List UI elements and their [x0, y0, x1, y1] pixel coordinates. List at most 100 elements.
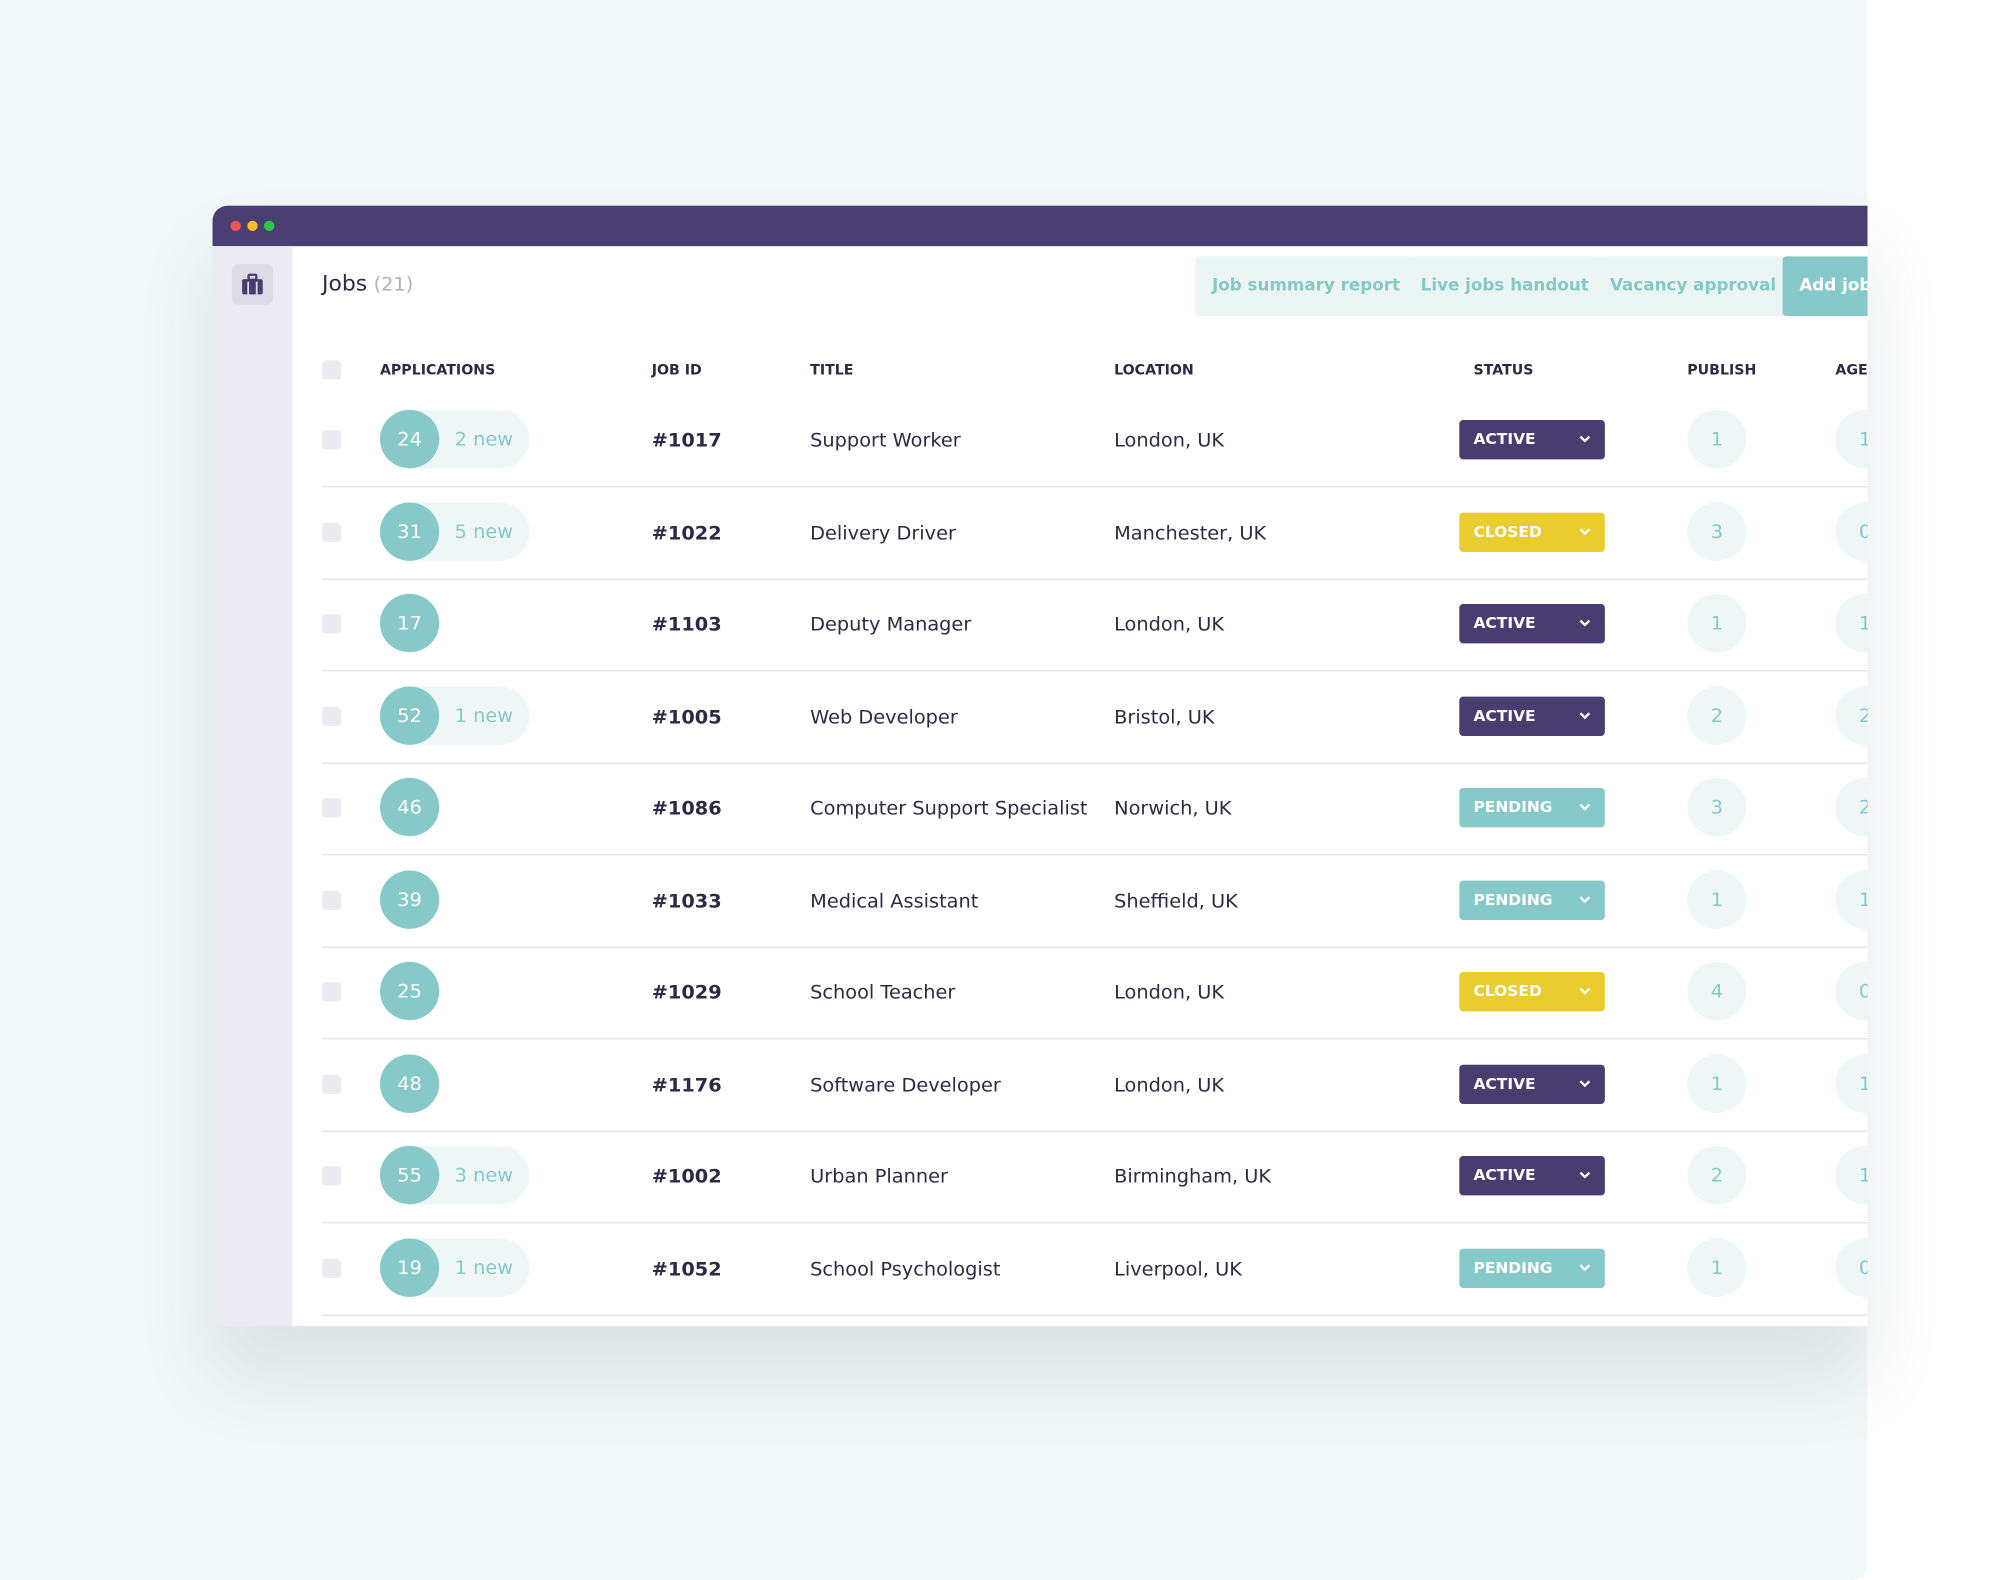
- row-checkbox[interactable]: [322, 1074, 342, 1094]
- job-id: #1052: [651, 1256, 722, 1280]
- row-checkbox[interactable]: [322, 1166, 342, 1186]
- status-dropdown[interactable]: PENDING: [1459, 1248, 1605, 1288]
- column-header[interactable]: STATUS: [1473, 361, 1534, 379]
- status-dropdown[interactable]: CLOSED: [1459, 512, 1605, 552]
- toolbar-button[interactable]: Live jobs handout: [1403, 256, 1606, 316]
- chevron: [1579, 1171, 1591, 1179]
- agencies-count: 0: [1835, 501, 1868, 561]
- job-id: #1029: [651, 980, 722, 1004]
- job-title: Urban Planner: [810, 1164, 948, 1188]
- status-label: ACTIVE: [1473, 706, 1536, 724]
- agencies-count: 1: [1835, 869, 1868, 929]
- job-location: Manchester, UK: [1114, 520, 1267, 544]
- status-label: ACTIVE: [1473, 1074, 1536, 1092]
- row-checkbox[interactable]: [322, 430, 342, 450]
- chevron: [1579, 619, 1591, 627]
- job-location: London, UK: [1114, 980, 1225, 1004]
- status-label: ACTIVE: [1473, 430, 1536, 448]
- column-header[interactable]: JOB ID: [651, 361, 702, 379]
- job-id: #1033: [651, 888, 722, 912]
- chevron: [1579, 435, 1591, 443]
- status-dropdown[interactable]: PENDING: [1459, 880, 1605, 920]
- status-label: CLOSED: [1473, 522, 1542, 540]
- close-dot[interactable]: [230, 220, 241, 231]
- new-applications: 1 new: [454, 703, 514, 727]
- row-checkbox[interactable]: [322, 1258, 342, 1278]
- job-title: Delivery Driver: [810, 520, 956, 544]
- chevron: [1579, 527, 1591, 535]
- job-title: Web Developer: [810, 704, 958, 728]
- app-window: Jobs (21) Job summary report Live jobs han…: [212, 205, 1868, 1327]
- maximize-dot[interactable]: [264, 220, 275, 231]
- minimize-dot[interactable]: [247, 220, 258, 231]
- column-header[interactable]: TITLE: [810, 361, 854, 379]
- applications-count: 17: [379, 593, 440, 653]
- jobs-icon[interactable]: [231, 263, 274, 305]
- job-id: #1086: [651, 796, 722, 820]
- job-title: Medical Assistant: [810, 888, 979, 912]
- job-title: School Teacher: [810, 980, 956, 1004]
- job-row[interactable]: 24 2 new #1017 Support Worker London, UK ACTI…: [322, 395, 1868, 488]
- row-checkbox[interactable]: [322, 614, 342, 634]
- publish-count: 1: [1687, 869, 1747, 929]
- job-row[interactable]: 17 #1103 Deputy Manager London, UK ACTIVE 1 1: [322, 579, 1868, 672]
- chevron: [1579, 1079, 1591, 1087]
- applications-count: 46: [379, 777, 440, 837]
- chevron: [1579, 987, 1591, 995]
- status-label: PENDING: [1473, 1258, 1553, 1276]
- column-header[interactable]: AGENCIES: [1835, 361, 1868, 379]
- row-checkbox[interactable]: [322, 890, 342, 910]
- status-dropdown[interactable]: CLOSED: [1459, 972, 1605, 1012]
- row-checkbox[interactable]: [322, 706, 342, 726]
- new-applications: 1 new: [454, 1255, 514, 1279]
- job-row[interactable]: 19 1 new #1052 School Psychologist Liverpool…: [322, 1223, 1868, 1316]
- applications-count: 39: [379, 869, 440, 929]
- job-location: London, UK: [1114, 1072, 1225, 1096]
- status-label: PENDING: [1473, 890, 1553, 908]
- status-dropdown[interactable]: PENDING: [1459, 788, 1605, 828]
- job-id: #1002: [651, 1164, 722, 1188]
- status-label: CLOSED: [1473, 982, 1542, 1000]
- page-title: Jobs (21): [322, 272, 413, 297]
- row-checkbox[interactable]: [322, 798, 342, 818]
- job-row[interactable]: 55 3 new #1002 Urban Planner Birmingham, UK A…: [322, 1131, 1868, 1224]
- publish-count: 1: [1687, 409, 1747, 469]
- job-title: Computer Support Specialist: [810, 796, 1088, 820]
- row-checkbox[interactable]: [322, 982, 342, 1002]
- count: (21): [373, 272, 414, 296]
- chevron: [1579, 803, 1591, 811]
- agencies-count: 0: [1835, 1237, 1868, 1297]
- column-header[interactable]: PUBLISH: [1687, 361, 1757, 379]
- status-dropdown[interactable]: ACTIVE: [1459, 420, 1605, 460]
- job-row[interactable]: 46 #1086 Computer Support Specialist Norwic…: [322, 763, 1868, 856]
- select-all[interactable]: [322, 360, 342, 380]
- status-label: PENDING: [1473, 798, 1553, 816]
- row-checkbox[interactable]: [322, 522, 342, 542]
- job-id: #1022: [651, 520, 722, 544]
- agencies-count: 1: [1835, 1053, 1868, 1113]
- toolbar-button[interactable]: Add jobs: [1782, 256, 1868, 316]
- status-dropdown[interactable]: ACTIVE: [1459, 604, 1605, 644]
- column-header[interactable]: APPLICATIONS: [379, 361, 496, 379]
- chevron: [1579, 1263, 1591, 1271]
- agencies-count: 2: [1835, 685, 1868, 745]
- status-dropdown[interactable]: ACTIVE: [1459, 1064, 1605, 1104]
- job-row[interactable]: 48 #1176 Software Developer London, UK ACTIV…: [322, 1039, 1868, 1132]
- job-row[interactable]: 52 1 new #1005 Web Developer Bristol, UK ACTI…: [322, 671, 1868, 764]
- job-row[interactable]: 25 #1029 School Teacher London, UK CLOSED 4 0: [322, 947, 1868, 1040]
- job-title: Deputy Manager: [810, 612, 972, 636]
- job-location: Birmingham, UK: [1114, 1164, 1272, 1188]
- job-row[interactable]: 39 #1033 Medical Assistant Sheffield, UK PEN…: [322, 855, 1868, 948]
- status-dropdown[interactable]: ACTIVE: [1459, 1156, 1605, 1196]
- column-header[interactable]: LOCATION: [1114, 361, 1194, 379]
- toolbar-button[interactable]: Vacancy approval: [1593, 256, 1793, 316]
- toolbar-button[interactable]: Job summary report: [1195, 256, 1417, 316]
- job-row[interactable]: 31 5 new #1022 Delivery Driver Manchester, U…: [322, 487, 1868, 580]
- publish-count: 1: [1687, 1053, 1747, 1113]
- title-bar: [212, 205, 1868, 247]
- job-location: Bristol, UK: [1114, 704, 1215, 728]
- agencies-count: 2: [1835, 777, 1868, 837]
- chevron: [1579, 895, 1591, 903]
- status-dropdown[interactable]: ACTIVE: [1459, 696, 1605, 736]
